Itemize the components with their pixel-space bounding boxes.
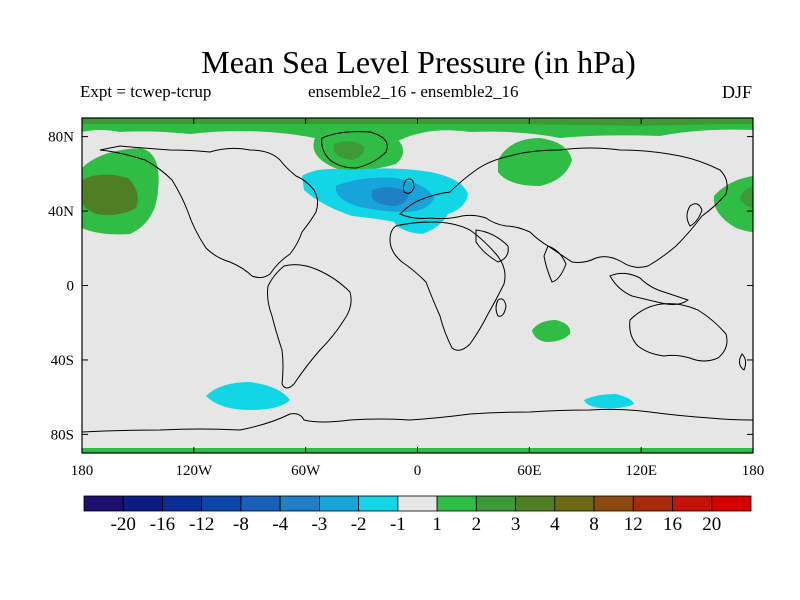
colorbar-box [554, 495, 595, 512]
colorbar-label: 8 [589, 514, 599, 535]
colorbar-label: -16 [150, 514, 175, 535]
lon-tick-label: 60W [291, 463, 321, 479]
colorbar-label: 1 [432, 514, 442, 535]
colorbar-box [397, 495, 438, 512]
colorbar-box [358, 495, 399, 512]
lat-tick-label: 80N [48, 130, 74, 146]
colorbar-box [436, 495, 477, 512]
colorbar-box [475, 495, 516, 512]
pressure-anomaly-fields [82, 118, 753, 453]
positive-region-north-pacific-east-core [82, 174, 138, 216]
lon-tick-label: 180 [742, 463, 765, 479]
coastline-africa [389, 221, 506, 351]
colorbar-label: -20 [111, 514, 136, 535]
colorbar-box [593, 495, 634, 512]
season-label: DJF [722, 82, 753, 102]
colorbar-box [632, 495, 673, 512]
lon-tick-label: 180 [71, 463, 94, 479]
experiment-label: Expt = tcwep-tcrup [80, 82, 212, 101]
coastline-greenland [321, 131, 388, 169]
colorbar-label: -3 [311, 514, 327, 535]
lat-tick-label: 40N [48, 204, 74, 220]
coastline-arabia [475, 229, 509, 263]
coastline-eurasia [399, 147, 728, 268]
colorbar [83, 495, 752, 512]
coastline-uk [402, 178, 415, 194]
coastline-south-america [267, 264, 352, 389]
colorbar-box [83, 495, 124, 512]
colorbar-box [515, 495, 556, 512]
colorbar-box [122, 495, 163, 512]
negative-region-south-pacific [206, 382, 290, 410]
positive-region-arctic [82, 118, 753, 148]
negative-region-north-atlantic-core [372, 187, 409, 206]
colorbar-label: 12 [624, 514, 643, 535]
colorbar-label: -12 [189, 514, 214, 535]
map-background [82, 118, 753, 453]
positive-region-north-pacific-west [713, 176, 753, 232]
lat-tick-label: 40S [51, 353, 74, 369]
coastline-antarctica [82, 408, 753, 433]
colorbar-label: 4 [550, 514, 560, 535]
coastline-australia [629, 303, 728, 362]
coastline-new-zealand [739, 353, 747, 371]
colorbar-label: -1 [390, 514, 406, 535]
positive-region-indian-ocean [532, 320, 571, 342]
positive-region-north-pacific-west-core [740, 186, 753, 208]
colorbar-label: 16 [663, 514, 682, 535]
colorbar-label: 3 [511, 514, 521, 535]
coastline-north-america [99, 145, 319, 279]
colorbar-label: 20 [702, 514, 721, 535]
lat-tick-label: 80S [51, 427, 74, 443]
colorbar-box [319, 495, 360, 512]
coastline-madagascar [495, 298, 507, 317]
lon-tick-label: 0 [414, 463, 422, 479]
coastlines [82, 131, 753, 433]
lon-tick-label: 60E [517, 463, 541, 479]
lat-tick-label: 0 [67, 279, 75, 295]
coastline-southeast-asia [609, 272, 690, 305]
colorbar-box [201, 495, 242, 512]
colorbar-label: -8 [233, 514, 249, 535]
latitude-axis: 80N 40N 0 40S 80S [48, 130, 753, 443]
colorbar-box [240, 495, 281, 512]
longitude-axis: 180 120W 60W 0 60E 120E 180 [71, 118, 765, 479]
coastline-japan [686, 203, 703, 227]
colorbar-label: 2 [472, 514, 482, 535]
colorbar-labels: -20 -16 -12 -8 -4 -3 -2 -1 1 2 3 4 8 12 16 20 [111, 514, 722, 535]
colorbar-label: -4 [272, 514, 288, 535]
lon-tick-label: 120E [625, 463, 657, 479]
positive-region-greenland-core [334, 141, 365, 160]
colorbar-box [672, 495, 713, 512]
colorbar-box [162, 495, 203, 512]
colorbar-box [279, 495, 320, 512]
negative-region-south-indian [584, 394, 634, 409]
coastline-india [543, 245, 567, 283]
colorbar-label: -2 [351, 514, 367, 535]
map-title: Mean Sea Level Pressure (in hPa) [201, 44, 636, 80]
lon-tick-label: 120W [175, 463, 213, 479]
colorbar-box [711, 495, 752, 512]
ensemble-label: ensemble2_16 - ensemble2_16 [308, 82, 519, 101]
